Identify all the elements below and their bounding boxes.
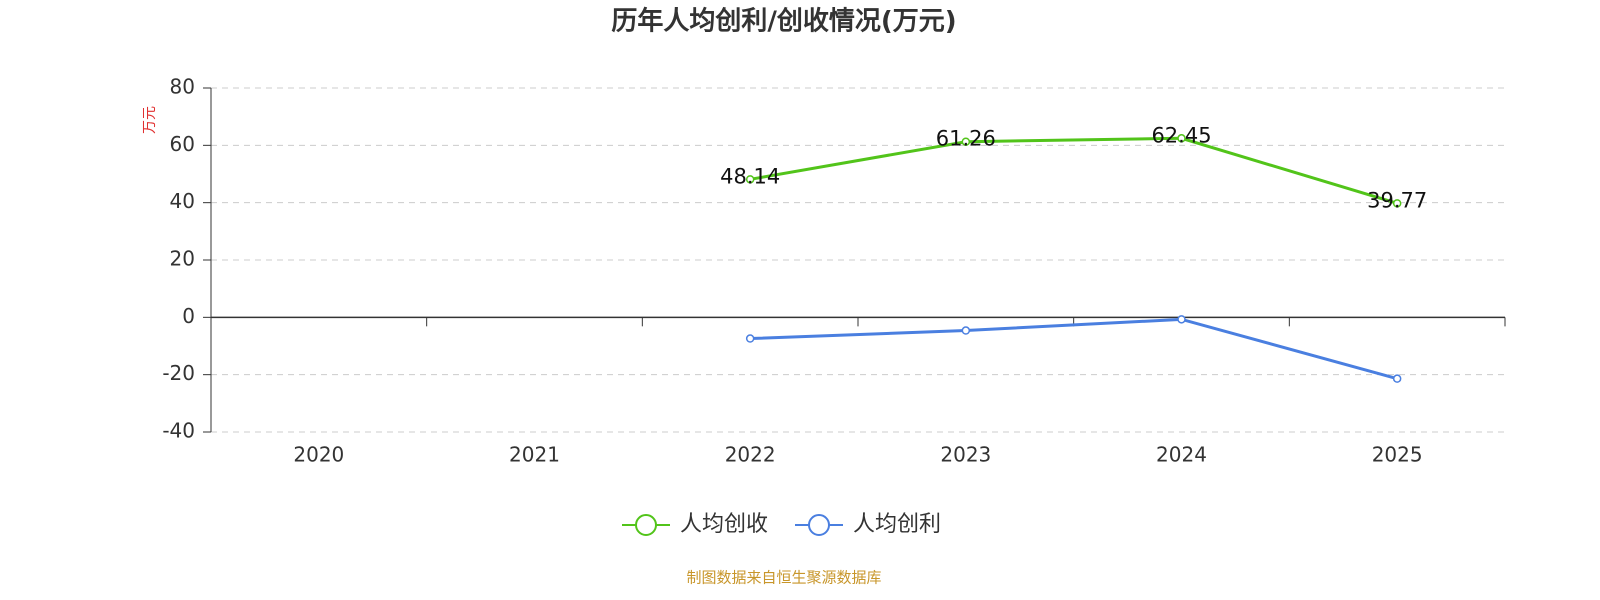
y-tick-label: 60 — [170, 132, 195, 156]
legend-icon-marker[interactable] — [808, 514, 830, 536]
data-point — [745, 175, 755, 184]
data-point — [745, 334, 755, 343]
y-tick-label: 40 — [170, 189, 195, 213]
data-point — [1392, 199, 1402, 208]
data-point — [961, 137, 971, 146]
y-tick-label: -20 — [162, 361, 195, 385]
data-point — [1392, 374, 1402, 383]
x-tick-label: 2023 — [940, 443, 991, 467]
legend-label[interactable]: 人均创收 — [680, 512, 768, 537]
x-tick-label: 2021 — [509, 443, 560, 467]
y-tick-label: -40 — [162, 419, 195, 443]
data-label: 62.45 — [1151, 123, 1211, 147]
series-line — [749, 136, 1398, 205]
y-tick-label: 80 — [170, 75, 195, 99]
series-line — [750, 317, 1398, 381]
legend-icon-marker[interactable] — [635, 514, 657, 536]
data-label: 48.14 — [720, 164, 780, 188]
x-tick-label: 2024 — [1156, 443, 1207, 467]
chart-title: 历年人均创利/创收情况(万元) — [611, 6, 956, 37]
y-tick-label: 0 — [182, 304, 195, 328]
data-label: 61.26 — [936, 127, 996, 151]
x-tick-label: 2022 — [725, 443, 776, 467]
y-tick-label: 20 — [170, 247, 195, 271]
data-point — [1177, 134, 1186, 143]
x-tick-label: 2025 — [1372, 443, 1423, 467]
data-point — [1177, 315, 1186, 324]
source-note: 制图数据来自恒生聚源数据库 — [686, 569, 881, 587]
legend-label[interactable]: 人均创利 — [853, 512, 941, 537]
x-tick-label: 2020 — [293, 443, 344, 467]
y-axis-label: 万元 — [142, 106, 158, 134]
data-label: 39.77 — [1367, 188, 1427, 212]
data-point — [961, 326, 971, 335]
